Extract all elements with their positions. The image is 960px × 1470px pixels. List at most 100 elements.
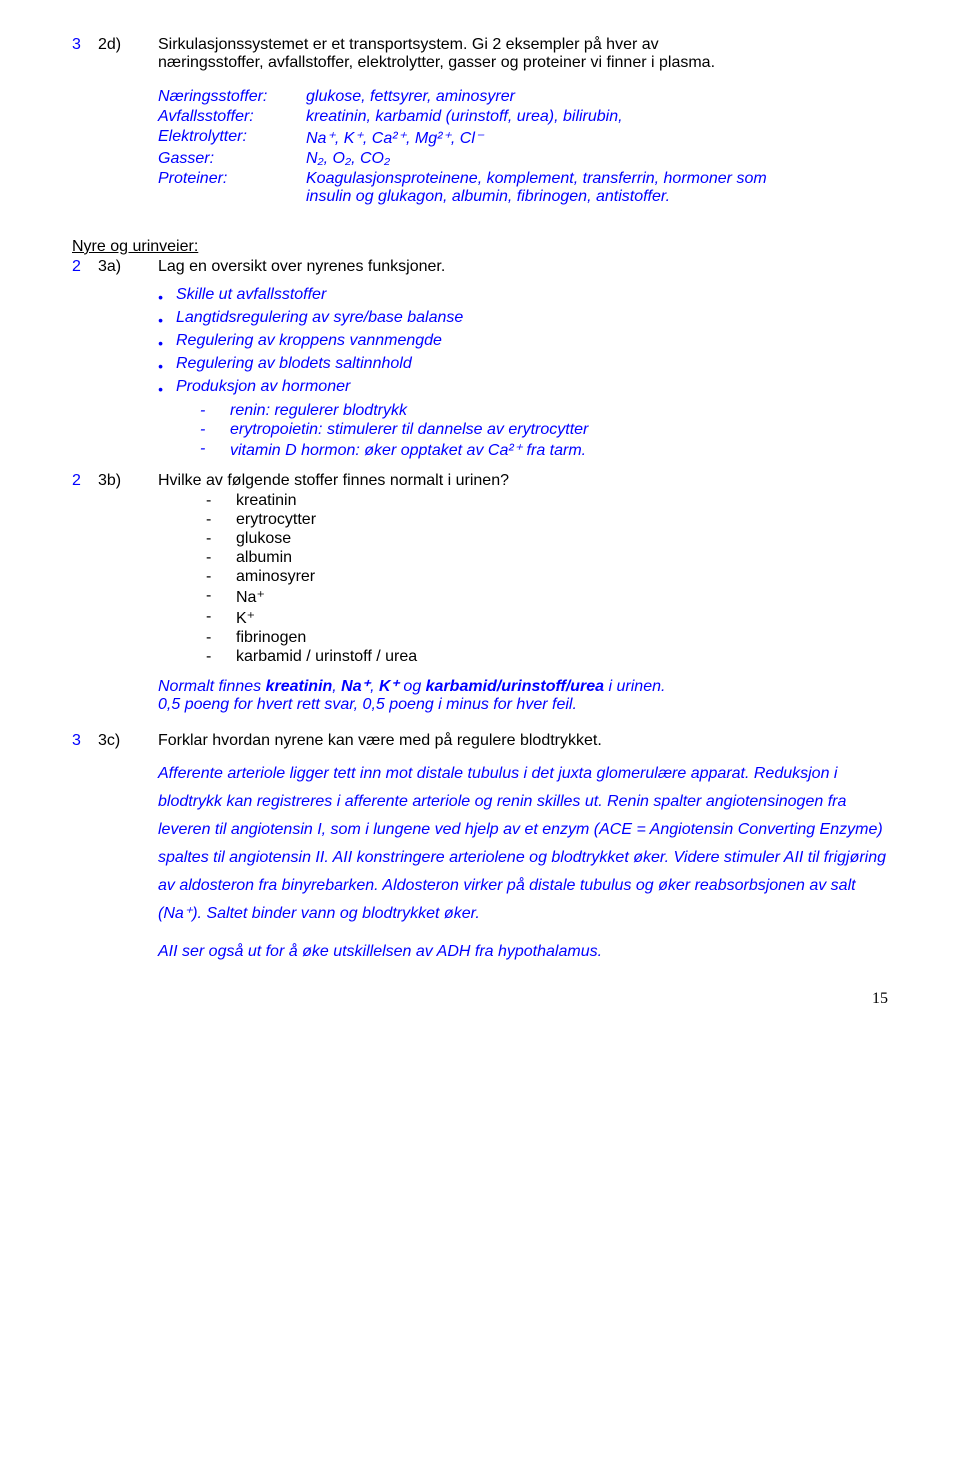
points-2d: 3 [72, 36, 98, 54]
bullet-icon: • [158, 286, 176, 308]
def-value: kreatinin, karbamid (urinstoff, urea), b… [306, 108, 888, 126]
points-3c: 3 [72, 732, 98, 750]
dash-text: Na⁺ [236, 587, 265, 607]
def-label: Proteiner: [158, 170, 306, 188]
dash-list-3b: -kreatinin -erytrocytter -glukose -album… [158, 492, 888, 666]
bullet-text: Regulering av blodets saltinnhold [176, 355, 412, 373]
qtext-3b: Hvilke av følgende stoffer finnes normal… [158, 472, 888, 714]
section-heading-nyre: Nyre og urinveier: [72, 238, 888, 256]
bullet-icon: • [158, 332, 176, 354]
dash-row: -aminosyrer [206, 568, 888, 586]
dash-row: -albumin [206, 549, 888, 567]
question-3c: 3 3c) Forklar hvordan nyrene kan være me… [72, 732, 888, 966]
dash-icon: - [206, 511, 236, 529]
sub-bullet-row: - renin: regulerer blodtrykk [200, 402, 888, 420]
def-value: Na⁺, K⁺, Ca²⁺, Mg²⁺, Cl⁻ [306, 128, 888, 148]
sub-bullet-text: vitamin D hormon: øker opptaket av Ca²⁺ … [230, 440, 586, 460]
bullets-3a: • Skille ut avfallsstoffer • Langtidsreg… [158, 286, 888, 460]
sub-bullets-3a: - renin: regulerer blodtrykk - erytropoi… [158, 402, 888, 460]
dash-text: kreatinin [236, 492, 296, 510]
bullet-text: Regulering av kroppens vannmengde [176, 332, 442, 350]
qnum-3b: 3b) [98, 472, 158, 490]
bullet-row: • Regulering av blodets saltinnhold [158, 355, 888, 377]
qtext-2d: Sirkulasjonssystemet er et transportsyst… [158, 36, 888, 224]
dash-icon: - [206, 492, 236, 510]
qnum-3a: 3a) [98, 258, 158, 276]
dash-text: albumin [236, 549, 292, 567]
dash-icon: - [200, 402, 230, 420]
dash-icon: - [200, 421, 230, 439]
dash-icon: - [206, 608, 236, 626]
dash-text: aminosyrer [236, 568, 315, 586]
bullet-row: • Produksjon av hormoner [158, 378, 888, 400]
para-3c-2: AII ser også ut for å øke utskillelsen a… [158, 938, 888, 966]
dash-row: -kreatinin [206, 492, 888, 510]
dash-text: K⁺ [236, 608, 255, 628]
dash-icon: - [206, 530, 236, 548]
dash-row: -karbamid / urinstoff / urea [206, 648, 888, 666]
sub-bullet-text: renin: regulerer blodtrykk [230, 402, 407, 420]
dash-row: -erytrocytter [206, 511, 888, 529]
dash-icon: - [206, 648, 236, 666]
dash-icon: - [200, 440, 230, 458]
def-label: Elektrolytter: [158, 128, 306, 146]
dash-icon: - [206, 629, 236, 647]
sub-bullet-text: erytropoietin: stimulerer til dannelse a… [230, 421, 588, 439]
question-2d: 3 2d) Sirkulasjonssystemet er et transpo… [72, 36, 888, 224]
dash-row: -fibrinogen [206, 629, 888, 647]
dash-row: -K⁺ [206, 608, 888, 628]
dash-icon: - [206, 587, 236, 605]
bullet-row: • Skille ut avfallsstoffer [158, 286, 888, 308]
sub-bullet-row: - vitamin D hormon: øker opptaket av Ca²… [200, 440, 888, 460]
sub-bullet-row: - erytropoietin: stimulerer til dannelse… [200, 421, 888, 439]
note-3b: Normalt finnes kreatinin, Na⁺, K⁺ og kar… [158, 676, 888, 714]
dash-text: karbamid / urinstoff / urea [236, 648, 417, 666]
question-3a: 2 3a) Lag en oversikt over nyrenes funks… [72, 258, 888, 468]
dash-icon: - [206, 568, 236, 586]
qnum-2d: 2d) [98, 36, 158, 54]
def-row: Proteiner: Koagulasjonsproteinene, kompl… [158, 170, 888, 206]
dash-row: -Na⁺ [206, 587, 888, 607]
qtext-2d-line2: næringsstoffer, avfallstoffer, elektroly… [158, 54, 715, 71]
bullet-text: Produksjon av hormoner [176, 378, 350, 396]
def-value: N₂, O₂, CO₂ [306, 150, 888, 168]
qtext-3b-text: Hvilke av følgende stoffer finnes normal… [158, 472, 509, 489]
para-3c-1: Afferente arteriole ligger tett inn mot … [158, 760, 888, 928]
dash-text: fibrinogen [236, 629, 306, 647]
qtext-3a-text: Lag en oversikt over nyrenes funksjoner. [158, 258, 445, 275]
def-value-line1: Koagulasjonsproteinene, komplement, tran… [306, 170, 767, 187]
def-label: Avfallsstoffer: [158, 108, 306, 126]
def-row: Avfallsstoffer: kreatinin, karbamid (uri… [158, 108, 888, 126]
question-3b: 2 3b) Hvilke av følgende stoffer finnes … [72, 472, 888, 714]
def-row: Næringsstoffer: glukose, fettsyrer, amin… [158, 88, 888, 106]
def-row: Gasser: N₂, O₂, CO₂ [158, 150, 888, 168]
bullet-row: • Langtidsregulering av syre/base balans… [158, 309, 888, 331]
def-value: glukose, fettsyrer, aminosyrer [306, 88, 888, 106]
bullet-icon: • [158, 309, 176, 331]
bullet-text: Langtidsregulering av syre/base balanse [176, 309, 463, 327]
dash-row: -glukose [206, 530, 888, 548]
qnum-3c: 3c) [98, 732, 158, 750]
qtext-3c-text: Forklar hvordan nyrene kan være med på r… [158, 732, 602, 749]
points-3b: 2 [72, 472, 98, 490]
points-3a: 2 [72, 258, 98, 276]
note-3b-a: Normalt finnes kreatinin, Na⁺, K⁺ og kar… [158, 678, 665, 695]
bullet-icon: • [158, 378, 176, 400]
qtext-2d-line1: Sirkulasjonssystemet er et transportsyst… [158, 36, 659, 53]
def-label: Næringsstoffer: [158, 88, 306, 106]
bullet-text: Skille ut avfallsstoffer [176, 286, 326, 304]
qtext-3c: Forklar hvordan nyrene kan være med på r… [158, 732, 888, 966]
dash-icon: - [206, 549, 236, 567]
dash-text: glukose [236, 530, 291, 548]
def-row: Elektrolytter: Na⁺, K⁺, Ca²⁺, Mg²⁺, Cl⁻ [158, 128, 888, 148]
def-value: Koagulasjonsproteinene, komplement, tran… [306, 170, 888, 206]
def-value-line2: insulin og glukagon, albumin, fibrinogen… [306, 188, 670, 205]
dash-text: erytrocytter [236, 511, 316, 529]
def-label: Gasser: [158, 150, 306, 168]
bullet-row: • Regulering av kroppens vannmengde [158, 332, 888, 354]
page-number: 15 [72, 990, 888, 1008]
qtext-3a: Lag en oversikt over nyrenes funksjoner.… [158, 258, 888, 468]
defs-2d: Næringsstoffer: glukose, fettsyrer, amin… [158, 88, 888, 206]
bullet-icon: • [158, 355, 176, 377]
note-3b-b: 0,5 poeng for hvert rett svar, 0,5 poeng… [158, 696, 577, 713]
